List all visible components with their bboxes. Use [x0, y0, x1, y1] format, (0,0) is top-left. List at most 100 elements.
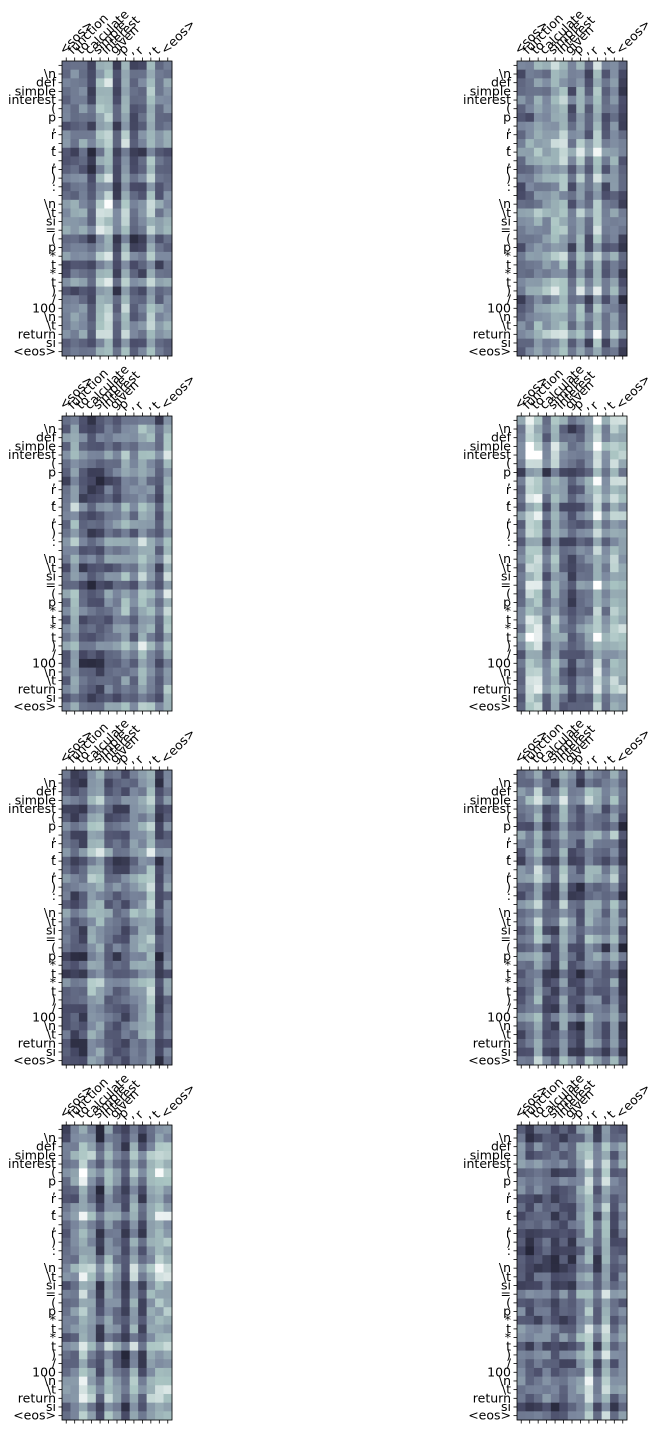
- y-tick-label: ,: [52, 135, 56, 150]
- heatmap-cell: [610, 416, 619, 426]
- heatmap-cell: [112, 424, 122, 434]
- heatmap-cell: [138, 580, 148, 590]
- y-tick-label: ,: [507, 490, 511, 505]
- heatmap-cell: [163, 667, 173, 677]
- heatmap-cell: [542, 778, 552, 788]
- heatmap-cell: [112, 1211, 122, 1221]
- heatmap-cell: [129, 667, 139, 677]
- heatmap-cell: [559, 1289, 569, 1299]
- heatmap-cell: [112, 848, 122, 858]
- heatmap-cell: [155, 269, 164, 279]
- heatmap-cell: [163, 147, 173, 157]
- heatmap-cell: [618, 684, 628, 695]
- heatmap-cell: [567, 667, 577, 677]
- heatmap-cell: [517, 1056, 526, 1066]
- heatmap-cell: [550, 338, 560, 348]
- heatmap-cell: [576, 537, 586, 547]
- heatmap-cell: [542, 693, 552, 703]
- heatmap-cell: [584, 978, 594, 988]
- heatmap-cell: [70, 61, 80, 71]
- heatmap-cell: [525, 1168, 535, 1178]
- heatmap-cell: [138, 1324, 148, 1334]
- heatmap-cell: [70, 598, 80, 608]
- heatmap-cell: [87, 468, 97, 478]
- heatmap-cell: [559, 130, 569, 140]
- heatmap-cell: [517, 69, 526, 79]
- heatmap-cell: [121, 1056, 131, 1066]
- heatmap-cell: [593, 485, 603, 495]
- heatmap-cell: [610, 900, 619, 910]
- heatmap-cell: [559, 1185, 569, 1195]
- heatmap-cell: [129, 1350, 139, 1360]
- heatmap-cell: [601, 960, 611, 970]
- heatmap-cell: [567, 329, 577, 340]
- heatmap-cell: [70, 494, 80, 504]
- heatmap-cell: [87, 1289, 97, 1299]
- heatmap-cell: [584, 1255, 594, 1265]
- heatmap-cell: [112, 926, 122, 936]
- heatmap-cell: [78, 632, 88, 642]
- heatmap-cell: [533, 277, 543, 287]
- heatmap-cell: [146, 78, 156, 88]
- heatmap-cell: [95, 243, 105, 253]
- heatmap-cell: [567, 459, 577, 469]
- heatmap-cell: [121, 1177, 131, 1187]
- heatmap-cell: [121, 908, 131, 918]
- heatmap-cell: [567, 1030, 577, 1040]
- heatmap-cell: [584, 995, 594, 1005]
- heatmap-cell: [138, 598, 148, 608]
- heatmap-cell: [87, 787, 97, 797]
- heatmap-cell: [121, 702, 131, 712]
- y-tick-label: \n: [499, 1260, 511, 1275]
- heatmap-cell: [62, 329, 71, 340]
- heatmap-cell: [155, 502, 164, 512]
- heatmap-cell: [593, 1411, 603, 1421]
- heatmap-cell: [618, 969, 628, 979]
- heatmap-cell: [78, 502, 88, 512]
- heatmap-cell: [567, 908, 577, 918]
- y-tick-label: <eos>: [13, 699, 56, 714]
- heatmap-cell: [129, 917, 139, 927]
- heatmap-cell: [567, 251, 577, 261]
- heatmap-cell: [584, 312, 594, 322]
- heatmap-cell: [542, 650, 552, 660]
- heatmap-cell: [559, 450, 569, 460]
- heatmap-cell: [138, 511, 148, 521]
- heatmap-cell: [576, 563, 586, 573]
- heatmap-cell: [550, 554, 560, 564]
- heatmap-cell: [62, 598, 71, 608]
- heatmap-cell: [112, 329, 122, 340]
- heatmap-cell: [593, 934, 603, 944]
- heatmap-cell: [155, 260, 164, 270]
- heatmap-cell: [146, 1237, 156, 1247]
- heatmap-cell: [129, 199, 139, 209]
- heatmap-cell: [155, 658, 164, 669]
- heatmap-cell: [121, 528, 131, 538]
- heatmap-cell: [155, 537, 164, 547]
- heatmap-cell: [550, 770, 560, 780]
- heatmap-cell: [517, 537, 526, 547]
- heatmap-cell: [138, 234, 148, 244]
- heatmap-cell: [567, 891, 577, 901]
- heatmap-cell: [559, 476, 569, 486]
- heatmap-cell: [584, 1237, 594, 1247]
- heatmap-cell: [525, 139, 535, 149]
- heatmap-cell: [62, 1324, 71, 1334]
- heatmap-cell: [584, 303, 594, 314]
- heatmap-cell: [593, 130, 603, 140]
- heatmap-cell: [584, 199, 594, 209]
- heatmap-cell: [517, 1229, 526, 1239]
- heatmap-cell: [95, 433, 105, 443]
- heatmap-cell: [550, 303, 560, 314]
- heatmap-cell: [533, 624, 543, 634]
- heatmap-cell: [610, 1281, 619, 1291]
- heatmap-cell: [129, 1315, 139, 1325]
- heatmap-cell: [62, 978, 71, 988]
- heatmap-cell: [610, 251, 619, 261]
- heatmap-cell: [542, 1151, 552, 1161]
- heatmap-cell: [87, 804, 97, 814]
- heatmap-cell: [550, 882, 560, 892]
- heatmap-cell: [87, 1142, 97, 1152]
- heatmap-cell: [584, 61, 594, 71]
- heatmap-cell: [517, 347, 526, 357]
